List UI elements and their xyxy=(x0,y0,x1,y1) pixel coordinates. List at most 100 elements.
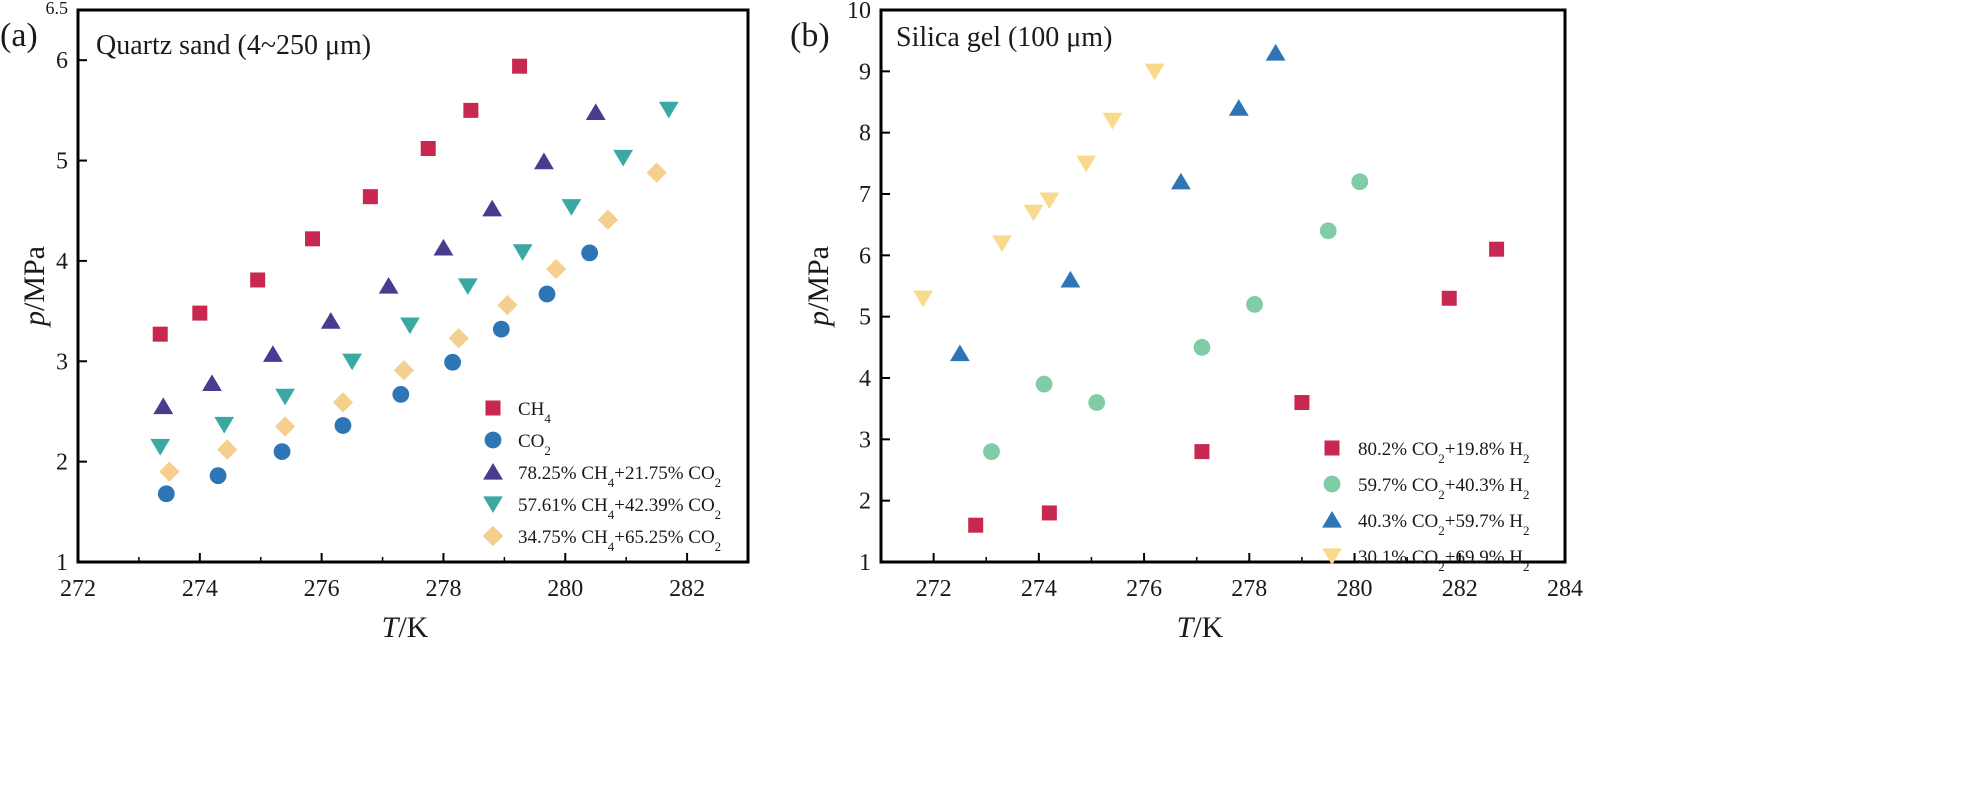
data-point xyxy=(463,102,479,118)
data-point xyxy=(263,345,283,362)
data-point xyxy=(992,235,1012,253)
panel-b-silica-gel: 272 274 276 278 280 282 284 1 2 3 4 5 6 7 8 9 10 (b) Silic… xyxy=(790,0,1583,644)
y-tick-label: 1 xyxy=(859,550,871,576)
data-point xyxy=(433,238,454,256)
y-axis-label-unit: /MPa xyxy=(18,246,51,311)
legend-subscript: 2 xyxy=(1438,559,1445,574)
legend-subscript: 2 xyxy=(715,507,722,522)
data-point xyxy=(392,385,410,403)
legend-subscript: 2 xyxy=(1438,451,1445,466)
data-point xyxy=(534,152,554,170)
legend-subscript: 2 xyxy=(1523,487,1530,502)
legend-marker xyxy=(1324,440,1340,456)
data-point xyxy=(214,416,235,434)
data-point xyxy=(1193,338,1211,356)
legend-text: +69.9% H xyxy=(1445,547,1524,568)
legend-marker xyxy=(1322,548,1342,565)
data-point xyxy=(153,397,174,415)
data-point xyxy=(1351,173,1369,191)
y-tick-label: 9 xyxy=(859,59,871,85)
legend-subscript: 4 xyxy=(544,411,551,426)
x-tick-label: 272 xyxy=(60,576,96,602)
data-point xyxy=(1441,290,1457,306)
legend-subscript: 2 xyxy=(1523,559,1530,574)
data-point xyxy=(561,199,582,216)
data-point xyxy=(646,162,667,183)
legend-text: +21.75% CO xyxy=(614,463,714,484)
data-point xyxy=(273,443,291,460)
data-point xyxy=(1294,395,1310,411)
y-axis-label: p/MPa xyxy=(802,246,835,328)
legend-text: CH xyxy=(518,399,545,420)
data-point xyxy=(400,317,420,335)
legend-subscript: 2 xyxy=(1523,451,1530,466)
x-tick-label: 280 xyxy=(1337,576,1373,602)
legend-text: +59.7% H xyxy=(1445,511,1524,532)
data-point xyxy=(192,305,208,321)
x-tick-label: 280 xyxy=(547,576,583,602)
data-point xyxy=(393,360,414,381)
y-tick-label: 2 xyxy=(859,489,871,515)
legend-text: +42.39% CO xyxy=(614,495,714,516)
data-point xyxy=(1023,204,1044,222)
legend-label: CH4 xyxy=(518,399,551,426)
data-point xyxy=(597,209,619,230)
data-point xyxy=(420,141,436,157)
y-axis-label-symbol: p xyxy=(802,311,835,328)
data-point xyxy=(457,278,478,295)
legend-text: +40.3% H xyxy=(1445,475,1524,496)
legend-subscript: 2 xyxy=(1523,523,1530,538)
legend-text: 59.7% CO xyxy=(1358,475,1438,496)
data-point xyxy=(1246,296,1263,313)
data-point xyxy=(512,244,533,261)
data-point xyxy=(1035,375,1053,393)
legend-subscript: 2 xyxy=(715,539,722,554)
data-point xyxy=(1144,63,1165,81)
data-point xyxy=(1319,222,1337,240)
data-point xyxy=(342,353,362,371)
plot-frame xyxy=(76,8,750,564)
data-point xyxy=(274,416,296,437)
chart-title: Silica gel (100 μm) xyxy=(896,22,1112,53)
legend-text: +19.8% H xyxy=(1445,439,1524,460)
legend-text: 30.1% CO xyxy=(1358,547,1438,568)
legend-subscript: 4 xyxy=(608,507,615,522)
legend-subscript: 2 xyxy=(1438,487,1445,502)
legend-subscript: 2 xyxy=(1438,523,1445,538)
data-point xyxy=(658,101,679,119)
data-point xyxy=(482,199,503,217)
legend-text: CO xyxy=(518,431,544,452)
panel-a-quartz-sand: 272 274 276 278 280 282 1 2 3 4 5 6 6.5 (a) Quartz san… xyxy=(0,0,750,644)
data-point xyxy=(950,344,970,362)
plot-frame xyxy=(879,8,1567,564)
data-point xyxy=(159,461,180,482)
legend-label: 30.1% CO2+69.9% H2 xyxy=(1358,547,1530,574)
series-1 xyxy=(152,58,528,342)
legend-subscript: 2 xyxy=(715,475,722,490)
data-point xyxy=(983,443,1000,460)
series-4 xyxy=(150,101,679,456)
y-tick-label: 5 xyxy=(859,305,871,331)
series-2 xyxy=(157,244,599,503)
data-point xyxy=(546,258,567,280)
series-4 xyxy=(913,63,1165,308)
x-axis-label: T/K xyxy=(382,611,429,644)
x-axis-label-unit: /K xyxy=(1193,611,1223,644)
data-point xyxy=(1060,270,1081,288)
data-point xyxy=(968,517,984,533)
legend-subscript: 2 xyxy=(544,443,551,458)
data-point xyxy=(320,312,341,329)
legend-marker xyxy=(482,525,504,547)
data-point xyxy=(913,290,933,308)
data-point xyxy=(150,438,171,456)
data-point xyxy=(152,326,168,342)
legend-marker xyxy=(483,463,503,480)
legend-text: +65.25% CO xyxy=(614,527,714,548)
panel-label: (b) xyxy=(790,17,830,54)
y-tick-label: 7 xyxy=(859,182,871,208)
data-point xyxy=(1076,155,1097,173)
data-point xyxy=(1489,241,1505,257)
data-point xyxy=(581,244,599,262)
